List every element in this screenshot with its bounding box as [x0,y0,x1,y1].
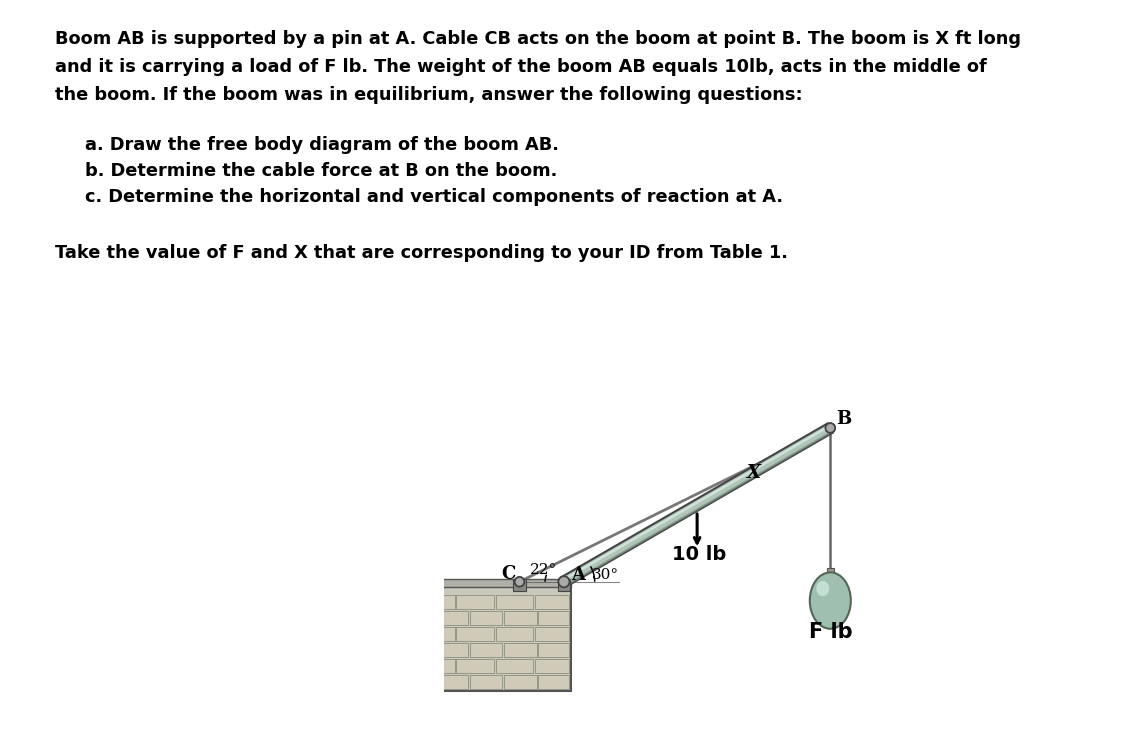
Bar [504,675,537,690]
Text: and it is carrying a load of F lb. The weight of the boom AB equals 10lb, acts i: and it is carrying a load of F lb. The w… [55,58,987,76]
Circle shape [826,424,835,432]
Bar [827,568,834,576]
Bar [538,643,569,658]
Bar [496,627,533,641]
Bar [470,675,503,690]
Bar [434,582,570,691]
Circle shape [558,577,569,587]
Bar [513,579,525,591]
Text: b. Determine the cable force at B on the boom.: b. Determine the cable force at B on the… [86,162,557,180]
Polygon shape [561,424,832,586]
Text: 22°: 22° [530,563,557,577]
Polygon shape [566,430,832,586]
Bar [534,627,569,641]
Circle shape [515,577,524,586]
Bar [504,643,537,658]
Text: X: X [747,464,762,482]
Bar [534,594,569,609]
Bar [470,643,503,658]
Text: a. Draw the free body diagram of the boom AB.: a. Draw the free body diagram of the boo… [86,136,559,154]
Bar [496,659,533,673]
Text: A: A [570,566,585,584]
Text: the boom. If the boom was in equilibrium, answer the following questions:: the boom. If the boom was in equilibrium… [55,86,802,104]
Text: 10 lb: 10 lb [672,545,726,563]
Text: 30°: 30° [592,568,619,582]
Bar [435,675,468,690]
Bar [558,579,570,591]
Text: F lb: F lb [809,622,852,642]
Bar [434,580,570,587]
Bar [496,594,533,609]
Ellipse shape [817,581,829,597]
Text: C: C [502,565,516,583]
Bar [435,643,468,658]
Circle shape [515,577,524,586]
Bar [538,675,569,690]
Bar [538,611,569,625]
Bar [435,594,454,609]
Bar [457,594,494,609]
Bar [504,611,537,625]
Text: Take the value of F and X that are corresponding to your ID from Table 1.: Take the value of F and X that are corre… [55,244,787,262]
Bar [457,627,494,641]
Bar [435,659,454,673]
Circle shape [558,577,569,587]
Text: B: B [837,410,852,428]
Bar [534,659,569,673]
Circle shape [826,424,835,432]
Bar [435,611,468,625]
Ellipse shape [810,572,850,629]
Bar [435,627,454,641]
Bar [457,659,494,673]
Text: c. Determine the horizontal and vertical components of reaction at A.: c. Determine the horizontal and vertical… [86,188,783,206]
Text: Boom AB is supported by a pin at A. Cable CB acts on the boom at point B. The bo: Boom AB is supported by a pin at A. Cabl… [55,30,1022,48]
Polygon shape [562,425,830,581]
Bar [470,611,503,625]
